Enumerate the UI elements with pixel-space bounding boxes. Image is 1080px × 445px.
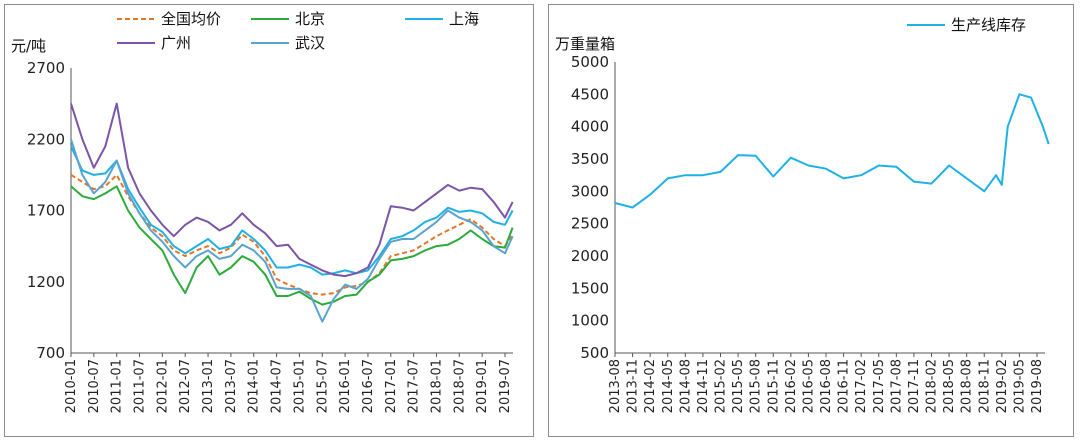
x-tick-label: 2013-07 — [224, 359, 239, 413]
legend-label: 北京 — [295, 10, 325, 28]
series-line-1 — [70, 185, 514, 306]
x-tick-label: 2016-11 — [837, 359, 852, 413]
y-tick-label: 4000 — [571, 118, 609, 136]
chart-panel-price: 700 1200 1700 2200 2700 2010-01 2010-07 2011-01… — [4, 4, 534, 437]
y-tick-label: 3000 — [571, 182, 609, 200]
x-tick-label: 2017-05 — [872, 359, 887, 413]
x-tick-label: 2014-08 — [678, 359, 693, 413]
x-tick-label: 2017-08 — [889, 359, 904, 413]
x-tick-label: 2016-08 — [819, 359, 834, 413]
series-line-3 — [70, 102, 514, 278]
x-tick-label: 2013-01 — [201, 359, 216, 413]
series-line-0 — [70, 173, 514, 296]
x-tick-label: 2018-02 — [925, 359, 940, 413]
x-tick-label: 2015-08 — [749, 359, 764, 413]
x-tick-label: 2017-01 — [384, 359, 399, 413]
x-tick-label: 2017-07 — [407, 359, 422, 413]
x-tick-label: 2019-07 — [498, 359, 513, 413]
series-line-0 — [614, 93, 1050, 209]
y-tick-label: 2000 — [571, 247, 609, 265]
x-tick-label: 2019-05 — [1012, 359, 1027, 413]
x-tick-label: 2017-11 — [907, 359, 922, 413]
legend-label: 广州 — [161, 34, 191, 52]
x-tick-label: 2014-05 — [661, 359, 676, 413]
y-tick-label: 1000 — [571, 312, 609, 330]
legend-label: 武汉 — [295, 34, 325, 52]
x-tick-label: 2015-02 — [714, 359, 729, 413]
x-tick-label: 2018-07 — [452, 359, 467, 413]
x-tick-label: 2019-01 — [475, 359, 490, 413]
series-line-2 — [70, 145, 514, 276]
x-tick-label: 2018-08 — [960, 359, 975, 413]
x-tick-label: 2014-11 — [696, 359, 711, 413]
y-tick-label: 5000 — [571, 53, 609, 71]
x-tick-label: 2010-01 — [64, 359, 79, 413]
x-tick-label: 2016-01 — [338, 359, 353, 413]
y-tick-label: 2700 — [27, 59, 65, 77]
x-tick-label: 2015-05 — [731, 359, 746, 413]
y-tick-label: 4500 — [571, 85, 609, 103]
y-tick-label: 1500 — [571, 279, 609, 297]
x-tick-label: 2017-02 — [854, 359, 869, 413]
x-tick-label: 2014-07 — [270, 359, 285, 413]
x-tick-label: 2012-01 — [155, 359, 170, 413]
chart-panel-inventory: 500 1000 1500 2000 2500 3000 3500 4000 4500 5000 2… — [548, 4, 1074, 437]
x-tick-label: 2016-05 — [801, 359, 816, 413]
y-tick-label: 500 — [580, 344, 609, 362]
x-tick-label: 2012-07 — [178, 359, 193, 413]
price-chart: 700 1200 1700 2200 2700 2010-01 2010-07 2011-01… — [11, 10, 514, 413]
legend-label: 生产线库存 — [951, 16, 1026, 34]
y-tick-label: 1200 — [27, 273, 65, 291]
legend-label: 全国均价 — [161, 10, 221, 28]
y-tick-label: 700 — [36, 344, 65, 362]
x-tick-label: 2018-05 — [942, 359, 957, 413]
series-line-4 — [70, 138, 514, 323]
x-tick-label: 2015-01 — [292, 359, 307, 413]
x-tick-label: 2015-11 — [766, 359, 781, 413]
y-axis-unit: 元/吨 — [11, 37, 46, 55]
x-tick-label: 2014-02 — [643, 359, 658, 413]
x-tick-label: 2015-07 — [315, 359, 330, 413]
y-tick-label: 2200 — [27, 130, 65, 148]
x-tick-label: 2019-02 — [995, 359, 1010, 413]
y-tick-label: 3500 — [571, 150, 609, 168]
x-tick-label: 2013-11 — [626, 359, 641, 413]
y-tick-label: 2500 — [571, 215, 609, 233]
legend-label: 上海 — [449, 10, 479, 28]
x-tick-label: 2018-11 — [977, 359, 992, 413]
x-tick-label: 2016-02 — [784, 359, 799, 413]
x-tick-label: 2018-01 — [429, 359, 444, 413]
y-axis-unit: 万重量箱 — [555, 35, 615, 53]
x-tick-label: 2016-07 — [361, 359, 376, 413]
x-tick-label: 2011-07 — [133, 359, 148, 413]
x-tick-label: 2019-08 — [1030, 359, 1045, 413]
x-tick-label: 2014-01 — [247, 359, 262, 413]
x-tick-label: 2011-01 — [110, 359, 125, 413]
y-tick-label: 1700 — [27, 202, 65, 220]
inventory-chart: 500 1000 1500 2000 2500 3000 3500 4000 4500 5000 2… — [555, 16, 1050, 413]
x-tick-label: 2010-07 — [87, 359, 102, 413]
x-tick-label: 2013-08 — [608, 359, 623, 413]
